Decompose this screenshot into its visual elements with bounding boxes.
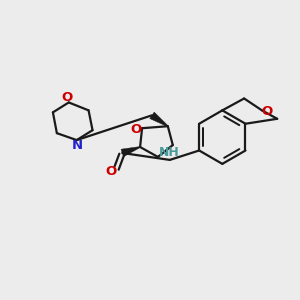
Polygon shape (150, 112, 168, 127)
Text: O: O (261, 105, 272, 118)
Text: O: O (106, 165, 117, 178)
Text: O: O (61, 91, 72, 104)
Text: N: N (72, 139, 83, 152)
Text: O: O (130, 123, 142, 136)
Text: NH: NH (158, 146, 179, 160)
Polygon shape (121, 147, 140, 157)
